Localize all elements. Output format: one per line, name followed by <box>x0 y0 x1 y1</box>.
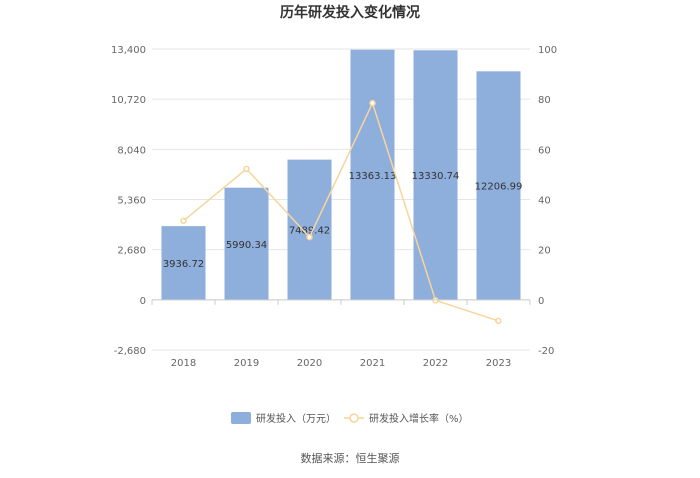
growth-point <box>432 297 439 304</box>
x-tick-label: 2019 <box>234 358 259 369</box>
bar-value-label: 12206.99 <box>475 182 523 193</box>
bar <box>287 159 332 300</box>
x-tick-label: 2021 <box>360 358 385 369</box>
growth-point <box>180 217 187 225</box>
legend-label-line: 研发投入增长率（%） <box>369 412 469 425</box>
legend-swatch-bar <box>231 412 251 424</box>
bar <box>413 50 458 300</box>
bar-value-label: 5990.34 <box>226 240 267 251</box>
x-tick-label: 2020 <box>297 358 322 369</box>
right-tick-label: 80 <box>538 95 551 106</box>
left-tick-label: -2,680 <box>114 346 146 357</box>
growth-point <box>495 317 502 325</box>
growth-point <box>369 99 376 107</box>
bar-value-label: 3936.72 <box>163 259 204 270</box>
bar <box>161 226 206 300</box>
bar <box>350 49 395 300</box>
left-tick-label: 5,360 <box>117 196 146 207</box>
bar <box>224 187 269 300</box>
growth-point <box>306 233 313 241</box>
left-tick-label: 8,040 <box>117 145 146 156</box>
growth-point <box>243 165 250 173</box>
bar <box>476 71 521 300</box>
bar-series <box>161 49 521 300</box>
chart-title: 历年研发投入变化情况 <box>280 4 420 21</box>
growth-line <box>183 101 499 322</box>
right-tick-label: 0 <box>538 296 544 307</box>
left-y-axis: -2,680 0 2,680 5,360 8,040 10,720 13,400 <box>111 45 146 357</box>
growth-line-series <box>180 99 502 325</box>
right-tick-label: 60 <box>538 145 551 156</box>
legend-label-bar: 研发投入（万元） <box>256 412 336 425</box>
bar-value-label: 13363.13 <box>349 171 397 182</box>
source-note: 数据来源：恒生聚源 <box>301 451 400 465</box>
legend-marker-icon <box>349 413 359 423</box>
left-tick-label: 13,400 <box>111 45 146 56</box>
bar-value-label: 7489.42 <box>289 226 330 237</box>
right-y-axis: -20 0 20 40 60 80 100 <box>538 45 557 357</box>
left-tick-label: 10,720 <box>111 95 146 106</box>
right-tick-label: 100 <box>538 45 557 56</box>
x-axis: 2018 2019 2020 2021 2022 2023 <box>151 299 531 369</box>
left-tick-label: 2,680 <box>117 246 146 257</box>
bar-value-label: 13330.74 <box>412 171 460 182</box>
right-tick-label: 20 <box>538 246 551 257</box>
right-tick-label: -20 <box>538 346 554 357</box>
left-tick-label: 0 <box>140 296 146 307</box>
x-tick-label: 2018 <box>171 358 196 369</box>
legend[interactable]: 研发投入（万元） 研发投入增长率（%） <box>231 412 469 425</box>
bar-value-labels: 3936.72 5990.34 7489.42 13363.13 13330.74 122… <box>163 171 523 270</box>
x-tick-label: 2023 <box>486 358 511 369</box>
right-tick-label: 40 <box>538 196 551 207</box>
x-tick-label: 2022 <box>423 358 448 369</box>
